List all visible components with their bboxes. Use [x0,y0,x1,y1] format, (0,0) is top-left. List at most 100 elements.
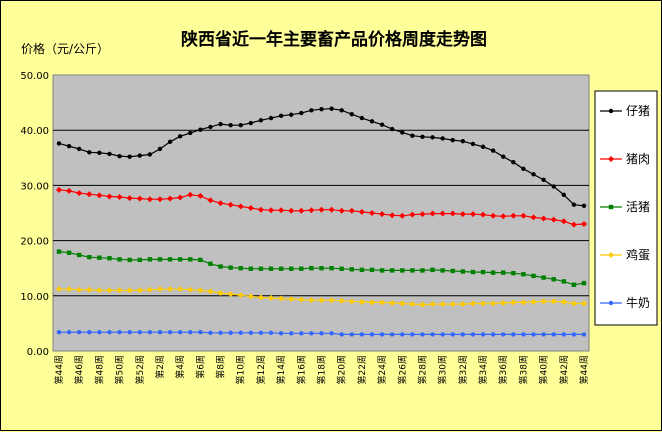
data-point [550,298,557,305]
data-point [289,266,294,271]
data-point [177,330,183,335]
data-point [76,146,82,152]
data-point [56,330,62,335]
data-point [157,330,163,335]
data-point [520,212,527,219]
series-活猪 [56,249,587,287]
data-point [56,186,62,193]
data-point [96,192,103,199]
data-point [157,146,163,152]
x-tick-label: 第48周 [93,355,105,384]
data-point [389,268,395,273]
legend-label: 仔猪 [626,104,650,118]
y-tick-label: 0.00 [27,347,49,358]
data-point [470,332,476,337]
data-point [87,150,92,155]
data-point [126,195,133,202]
data-point [571,282,577,287]
data-point [167,330,173,335]
legend-marker [608,252,614,258]
data-point [177,257,183,262]
data-point [581,332,587,337]
data-point [177,194,184,201]
data-point [530,214,537,221]
data-point [188,330,193,335]
x-tick-label: 第2周 [154,355,166,379]
data-point [581,300,587,307]
data-point [116,193,123,200]
data-point [511,160,516,165]
data-point [156,286,163,293]
data-point [197,287,204,294]
data-point [490,148,496,153]
data-point [419,211,426,218]
data-point [248,330,254,335]
x-tick-label: 第6周 [194,355,206,379]
data-point [520,299,527,306]
data-point [449,210,456,217]
data-point [348,298,355,305]
x-axis-ticks: 第44周 第46周 第48周 第50周 第52周 第2周 第4周 第6周 第8周 第10周 第12周… [53,355,590,384]
data-point [541,332,546,337]
data-point [106,287,113,294]
data-point [560,298,567,305]
data-point [460,269,466,274]
data-point [268,266,274,271]
data-point [177,286,184,293]
data-point [500,213,507,220]
data-point [299,266,304,271]
series-鸡蛋 [56,286,587,308]
data-point [521,332,526,337]
data-point [66,187,73,194]
data-point [238,123,243,128]
data-point [247,293,254,300]
data-point [258,266,264,271]
data-point [439,301,446,308]
y-tick-label: 10.00 [20,292,49,303]
data-point [97,255,102,260]
data-point [217,200,224,207]
data-point [198,127,203,132]
data-point [501,154,506,159]
data-point [76,286,83,293]
data-point [278,207,285,214]
data-point [570,221,577,228]
x-tick-label: 第40周 [538,355,550,384]
data-point [531,332,536,337]
data-point [268,115,274,121]
data-point [429,210,436,217]
data-point [551,277,556,282]
data-point [309,108,314,113]
legend-item-猪肉: 猪肉 [600,152,650,166]
data-point [117,330,122,335]
data-point [359,332,365,337]
data-point [389,212,396,219]
data-point [338,297,345,304]
data-point [581,280,587,286]
data-point [480,269,486,275]
data-point [289,112,294,117]
legend-item-活猪: 活猪 [600,200,650,214]
data-point [278,266,284,271]
data-point [480,211,487,218]
data-point [309,331,314,336]
data-point [359,115,365,121]
data-point [469,300,476,307]
data-point [420,268,425,273]
data-point [570,300,577,307]
data-point [97,150,102,156]
data-point [147,152,153,157]
gridlines [53,129,589,297]
data-point [218,264,223,269]
data-point [319,107,324,112]
data-point [157,257,163,262]
x-tick-label: 第20周 [336,355,348,384]
data-point [136,195,143,202]
data-point [419,301,426,308]
data-point [389,332,395,337]
data-point [237,292,244,299]
data-point [106,193,113,200]
data-point [551,184,556,189]
data-point [329,106,334,111]
